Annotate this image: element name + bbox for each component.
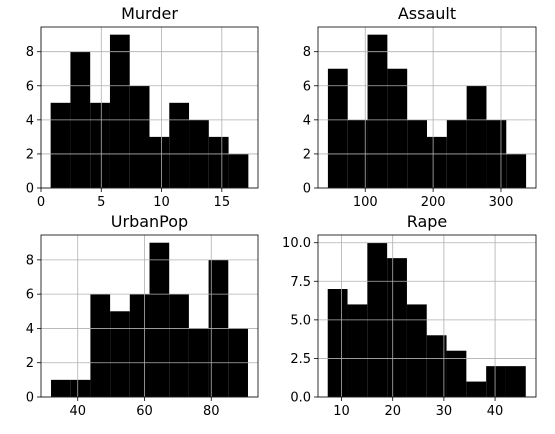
chart1-xtick-label-0: 100 xyxy=(353,195,378,210)
chart3-bar-0 xyxy=(327,289,348,397)
chart2-bar-0 xyxy=(51,379,71,397)
chart0-bar-4 xyxy=(129,85,150,188)
chart3-bar-6 xyxy=(446,350,467,397)
rape-histogram: 10 20 30 40 0.0 2.5 5.0 7.5 10.0 Rape xyxy=(282,212,537,419)
chart1-bar-5 xyxy=(427,136,447,188)
chart2-ytick-label-3: 6 xyxy=(26,288,34,303)
chart0-ytick-label-2: 4 xyxy=(26,113,34,128)
chart0-title: Murder xyxy=(121,4,178,23)
chart0-bar-6 xyxy=(169,102,190,188)
chart2-title: UrbanPop xyxy=(111,212,188,231)
chart2-bar-6 xyxy=(169,294,189,397)
chart0-bar-8 xyxy=(208,136,229,188)
chart0-xtick-label-3: 15 xyxy=(214,195,231,210)
chart0-bar-9 xyxy=(228,153,249,188)
chart0-bar-0 xyxy=(50,102,71,188)
murder-histogram: 0 5 10 15 0 2 4 6 8 Murder xyxy=(26,4,259,210)
chart1-ytick-label-1: 2 xyxy=(303,147,311,162)
chart3-ytick-label-3: 7.5 xyxy=(290,275,311,290)
chart3-title: Rape xyxy=(407,212,448,231)
chart1-ytick-label-0: 0 xyxy=(303,182,311,197)
chart1-bar-3 xyxy=(387,68,408,188)
chart2-ytick-label-0: 0 xyxy=(26,391,34,406)
chart3-xtick-label-1: 20 xyxy=(384,404,401,419)
chart2-ytick-label-4: 8 xyxy=(26,253,34,268)
chart3-bar-7 xyxy=(466,381,487,397)
chart1-ytick-label-3: 6 xyxy=(303,79,311,94)
chart1-ytick-label-4: 8 xyxy=(303,45,311,60)
chart3-bar-4 xyxy=(406,304,427,397)
chart2-xtick-label-2: 80 xyxy=(203,404,220,419)
chart3-axes-frame xyxy=(317,234,537,398)
chart3-ytick-label-4: 10.0 xyxy=(282,236,311,251)
chart2-xtick-label-0: 40 xyxy=(69,404,86,419)
chart0-bar-3 xyxy=(109,34,130,188)
chart0-bar-2 xyxy=(90,102,110,188)
chart1-xtick-label-1: 200 xyxy=(421,195,446,210)
chart0-xtick-label-0: 0 xyxy=(37,195,45,210)
chart1-axes-frame xyxy=(317,26,537,189)
chart2-bar-1 xyxy=(70,379,91,397)
chart3-bar-5 xyxy=(426,335,447,397)
chart3-bar-1 xyxy=(347,304,368,397)
chart0-ytick-label-3: 6 xyxy=(26,79,34,94)
chart2-bar-2 xyxy=(90,294,111,397)
chart0-xtick-label-2: 10 xyxy=(153,195,170,210)
chart1-bar-9 xyxy=(506,153,527,188)
chart2-bar-5 xyxy=(149,242,170,397)
chart2-bar-4 xyxy=(129,294,150,397)
chart2-bar-3 xyxy=(110,311,130,397)
chart1-bar-7 xyxy=(466,85,487,188)
urbanpop-histogram: 40 60 80 0 2 4 6 8 UrbanPop xyxy=(26,212,259,419)
chart0-bar-5 xyxy=(149,136,170,188)
chart0-ytick-label-0: 0 xyxy=(26,182,34,197)
chart3-xtick-label-2: 30 xyxy=(436,404,453,419)
chart0-ytick-label-4: 8 xyxy=(26,45,34,60)
chart0-axes-frame xyxy=(40,26,259,189)
chart2-ytick-label-1: 2 xyxy=(26,356,34,371)
chart3-ytick-label-1: 2.5 xyxy=(290,352,311,367)
chart3-bar-9 xyxy=(505,366,526,397)
chart0-xtick-label-1: 5 xyxy=(97,195,105,210)
assault-histogram: 100 200 300 0 2 4 6 8 Assault xyxy=(303,4,537,210)
chart1-bar-0 xyxy=(327,68,348,188)
chart1-xtick-label-2: 300 xyxy=(489,195,514,210)
chart2-xtick-label-1: 60 xyxy=(136,404,153,419)
chart3-bar-3 xyxy=(387,258,407,397)
chart3-xtick-label-3: 40 xyxy=(487,404,504,419)
chart3-bar-8 xyxy=(486,366,506,397)
chart3-xtick-label-0: 10 xyxy=(333,404,350,419)
chart3-ytick-label-0: 0.0 xyxy=(290,391,311,406)
chart1-ytick-label-2: 4 xyxy=(303,113,311,128)
chart3-ytick-label-2: 5.0 xyxy=(290,313,311,328)
chart0-ytick-label-1: 2 xyxy=(26,147,34,162)
chart1-title: Assault xyxy=(398,4,456,23)
chart2-axes-frame xyxy=(40,234,259,398)
chart1-bar-2 xyxy=(367,34,388,188)
chart2-ytick-label-2: 4 xyxy=(26,322,34,337)
